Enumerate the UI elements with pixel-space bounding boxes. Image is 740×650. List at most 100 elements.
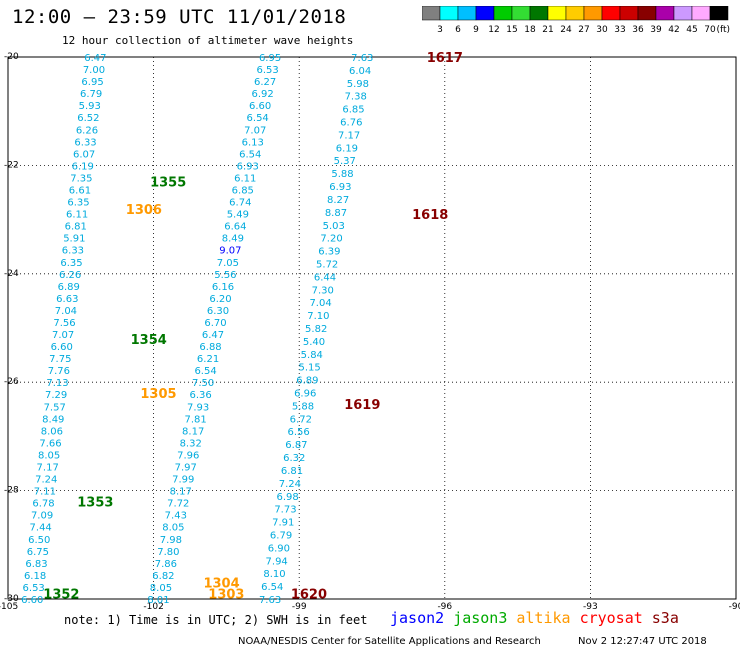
colorbar-label: 18 bbox=[524, 25, 536, 35]
wave-height-value: 6.95 bbox=[259, 53, 281, 64]
wave-height-value: 6.60 bbox=[249, 101, 271, 112]
x-tick-label: -96 bbox=[437, 602, 452, 610]
colorbar-label: 39 bbox=[650, 25, 662, 35]
wave-height-value: 8.05 bbox=[38, 450, 60, 461]
wave-height-value: 6.26 bbox=[76, 125, 98, 136]
wave-height-value: 5.91 bbox=[63, 234, 85, 245]
wave-height-value: 5.88 bbox=[331, 169, 353, 180]
wave-height-value: 6.89 bbox=[58, 282, 80, 293]
wave-height-value: 6.98 bbox=[277, 492, 299, 503]
wave-height-value: 7.09 bbox=[31, 511, 53, 522]
wave-height-value: 6.88 bbox=[199, 342, 221, 353]
wave-height-value: 6.79 bbox=[270, 530, 292, 541]
wave-height-value: 6.60 bbox=[51, 342, 73, 353]
legend-jason2: jason2 bbox=[390, 609, 445, 627]
wave-height-value: 6.93 bbox=[329, 182, 351, 193]
wave-height-value: 8.27 bbox=[327, 195, 349, 206]
colorbar-label: 9 bbox=[473, 25, 479, 35]
wave-height-value: 6.19 bbox=[336, 143, 358, 154]
wave-height-value: 5.03 bbox=[323, 221, 345, 232]
pass-number-label: 1355 bbox=[150, 176, 186, 191]
generation-timestamp: Nov 2 12:27:47 UTC 2018 bbox=[578, 636, 707, 647]
wave-height-value: 5.84 bbox=[301, 350, 323, 361]
wave-height-value: 6.26 bbox=[59, 270, 81, 281]
y-tick-label: -22 bbox=[4, 160, 19, 170]
wave-height-value: 7.76 bbox=[48, 366, 70, 377]
wave-height-value: 6.54 bbox=[261, 582, 283, 593]
wave-height-value: 7.13 bbox=[46, 378, 68, 389]
x-tick-label: -102 bbox=[143, 602, 163, 610]
map-frame bbox=[7, 56, 737, 600]
wave-height-value: 6.53 bbox=[256, 65, 278, 76]
wave-height-value: 7.24 bbox=[279, 479, 301, 490]
wave-height-value: 6.60 bbox=[21, 595, 43, 606]
wave-height-value: 6.50 bbox=[28, 535, 50, 546]
wave-height-value: 5.40 bbox=[303, 337, 325, 348]
units-note: note: 1) Time is in UTC; 2) SWH is in fe… bbox=[64, 613, 368, 627]
wave-height-value: 6.70 bbox=[204, 318, 226, 329]
x-tick-label: -99 bbox=[292, 602, 307, 610]
wave-height-value: 6.53 bbox=[23, 583, 45, 594]
wave-height-value: 8.49 bbox=[42, 414, 64, 425]
wave-height-value: 6.19 bbox=[72, 161, 94, 172]
pass-number-label: 1305 bbox=[140, 387, 176, 402]
colorbar-label: 21 bbox=[542, 25, 553, 35]
wave-height-value: 6.61 bbox=[69, 185, 91, 196]
wave-height-value: 7.38 bbox=[345, 92, 367, 103]
wave-height-value: 5.82 bbox=[305, 324, 327, 335]
wave-height-value: 7.72 bbox=[167, 499, 189, 510]
wave-height-value: 8.87 bbox=[325, 208, 347, 219]
wave-height-value: 7.29 bbox=[45, 390, 67, 401]
wave-height-value: 8.49 bbox=[222, 234, 244, 245]
colorbar-label: 30 bbox=[596, 25, 608, 35]
wave-height-value: 6.04 bbox=[349, 66, 371, 77]
wave-height-value: 6.20 bbox=[209, 294, 231, 305]
wave-height-value: 6.36 bbox=[189, 390, 211, 401]
wave-height-value: 7.81 bbox=[185, 414, 207, 425]
wave-height-value: 7.50 bbox=[192, 378, 214, 389]
wave-height-value: 6.54 bbox=[247, 113, 269, 124]
map-title: 12:00 – 23:59 UTC 11/01/2018 bbox=[12, 6, 347, 28]
wave-height-value: 6.82 bbox=[152, 571, 174, 582]
wave-height-value: 7.80 bbox=[157, 547, 179, 558]
wave-height-value: 6.75 bbox=[27, 547, 49, 558]
wave-height-value: 6.90 bbox=[268, 543, 290, 554]
satellite-legend: jason2 jason3 altika cryosat s3a bbox=[390, 609, 688, 627]
wave-height-value: 7.17 bbox=[37, 463, 59, 474]
colorbar-label: 36 bbox=[632, 25, 644, 35]
pass-number-label: 1306 bbox=[126, 203, 162, 218]
wave-height-value: 5.49 bbox=[227, 210, 249, 221]
wave-height-value: 6.54 bbox=[239, 149, 261, 160]
colorbar-label: 15 bbox=[506, 25, 517, 35]
wave-height-value: 7.94 bbox=[266, 556, 288, 567]
legend-cryosat: cryosat bbox=[579, 609, 643, 627]
wave-height-value: 8.05 bbox=[162, 523, 184, 534]
wave-height-value: 5.93 bbox=[79, 101, 101, 112]
colorbar-label: 33 bbox=[614, 25, 625, 35]
wave-height-value: 6.96 bbox=[294, 389, 316, 400]
wave-height-value: 6.30 bbox=[207, 306, 229, 317]
wave-height-value: 8.17 bbox=[182, 426, 204, 437]
colorbar-label: 70 bbox=[704, 25, 716, 35]
wave-height-value: 6.63 bbox=[56, 294, 78, 305]
wave-height-value: 6.81 bbox=[281, 466, 303, 477]
wave-height-value: 6.11 bbox=[234, 173, 256, 184]
wave-height-value: 7.66 bbox=[39, 438, 61, 449]
legend-s3a: s3a bbox=[651, 609, 679, 627]
wave-height-value: 8.10 bbox=[263, 569, 285, 580]
wave-height-value: 6.16 bbox=[212, 282, 234, 293]
colorbar-label: 3 bbox=[437, 25, 443, 35]
wave-height-value: 6.72 bbox=[290, 414, 312, 425]
wave-height-value: 5.98 bbox=[347, 79, 369, 90]
wave-height-value: 6.83 bbox=[25, 559, 47, 570]
pass-number-label: 1620 bbox=[291, 588, 327, 603]
wave-height-value: 7.05 bbox=[217, 258, 239, 269]
wave-height-value: 8.32 bbox=[180, 438, 202, 449]
wave-height-value: 6.76 bbox=[340, 118, 362, 129]
wave-height-value: 7.75 bbox=[49, 354, 71, 365]
wave-height-value: 7.96 bbox=[177, 450, 199, 461]
wave-height-value: 7.10 bbox=[307, 311, 329, 322]
wave-height-value: 6.81 bbox=[65, 222, 87, 233]
wave-height-value: 6.35 bbox=[60, 258, 82, 269]
wave-height-value: 7.11 bbox=[34, 487, 56, 498]
